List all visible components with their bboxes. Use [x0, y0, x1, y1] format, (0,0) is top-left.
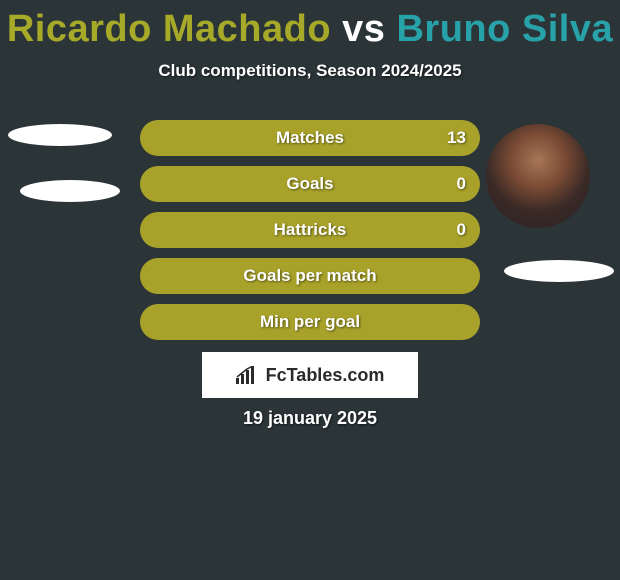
- player-left-name: Ricardo Machado: [7, 8, 331, 50]
- stat-label: Goals: [286, 174, 333, 194]
- decorative-ellipse: [504, 260, 614, 282]
- chart-icon: [236, 366, 258, 384]
- stat-value-right: 0: [457, 220, 466, 240]
- stats-container: Matches 13 Goals 0 Hattricks 0 Goals per match…: [140, 120, 480, 350]
- avatar-right: [486, 124, 590, 228]
- stat-value-right: 13: [447, 128, 466, 148]
- stat-label: Goals per match: [243, 266, 376, 286]
- page-title: Ricardo Machado vs Bruno Silva: [0, 0, 620, 51]
- player-right-name: Bruno Silva: [396, 8, 613, 50]
- stat-value-right: 0: [457, 174, 466, 194]
- decorative-ellipse: [20, 180, 120, 202]
- stat-label: Hattricks: [274, 220, 347, 240]
- brand-text: FcTables.com: [266, 365, 385, 386]
- subtitle: Club competitions, Season 2024/2025: [0, 61, 620, 81]
- stat-row: Matches 13: [140, 120, 480, 156]
- stat-label: Min per goal: [260, 312, 360, 332]
- stat-label: Matches: [276, 128, 344, 148]
- date-text: 19 january 2025: [0, 408, 620, 429]
- stat-row: Goals 0: [140, 166, 480, 202]
- stat-row: Goals per match: [140, 258, 480, 294]
- decorative-ellipse: [8, 124, 112, 146]
- vs-separator: vs: [342, 8, 385, 50]
- brand-badge: FcTables.com: [202, 352, 418, 398]
- stat-row: Hattricks 0: [140, 212, 480, 248]
- stat-row: Min per goal: [140, 304, 480, 340]
